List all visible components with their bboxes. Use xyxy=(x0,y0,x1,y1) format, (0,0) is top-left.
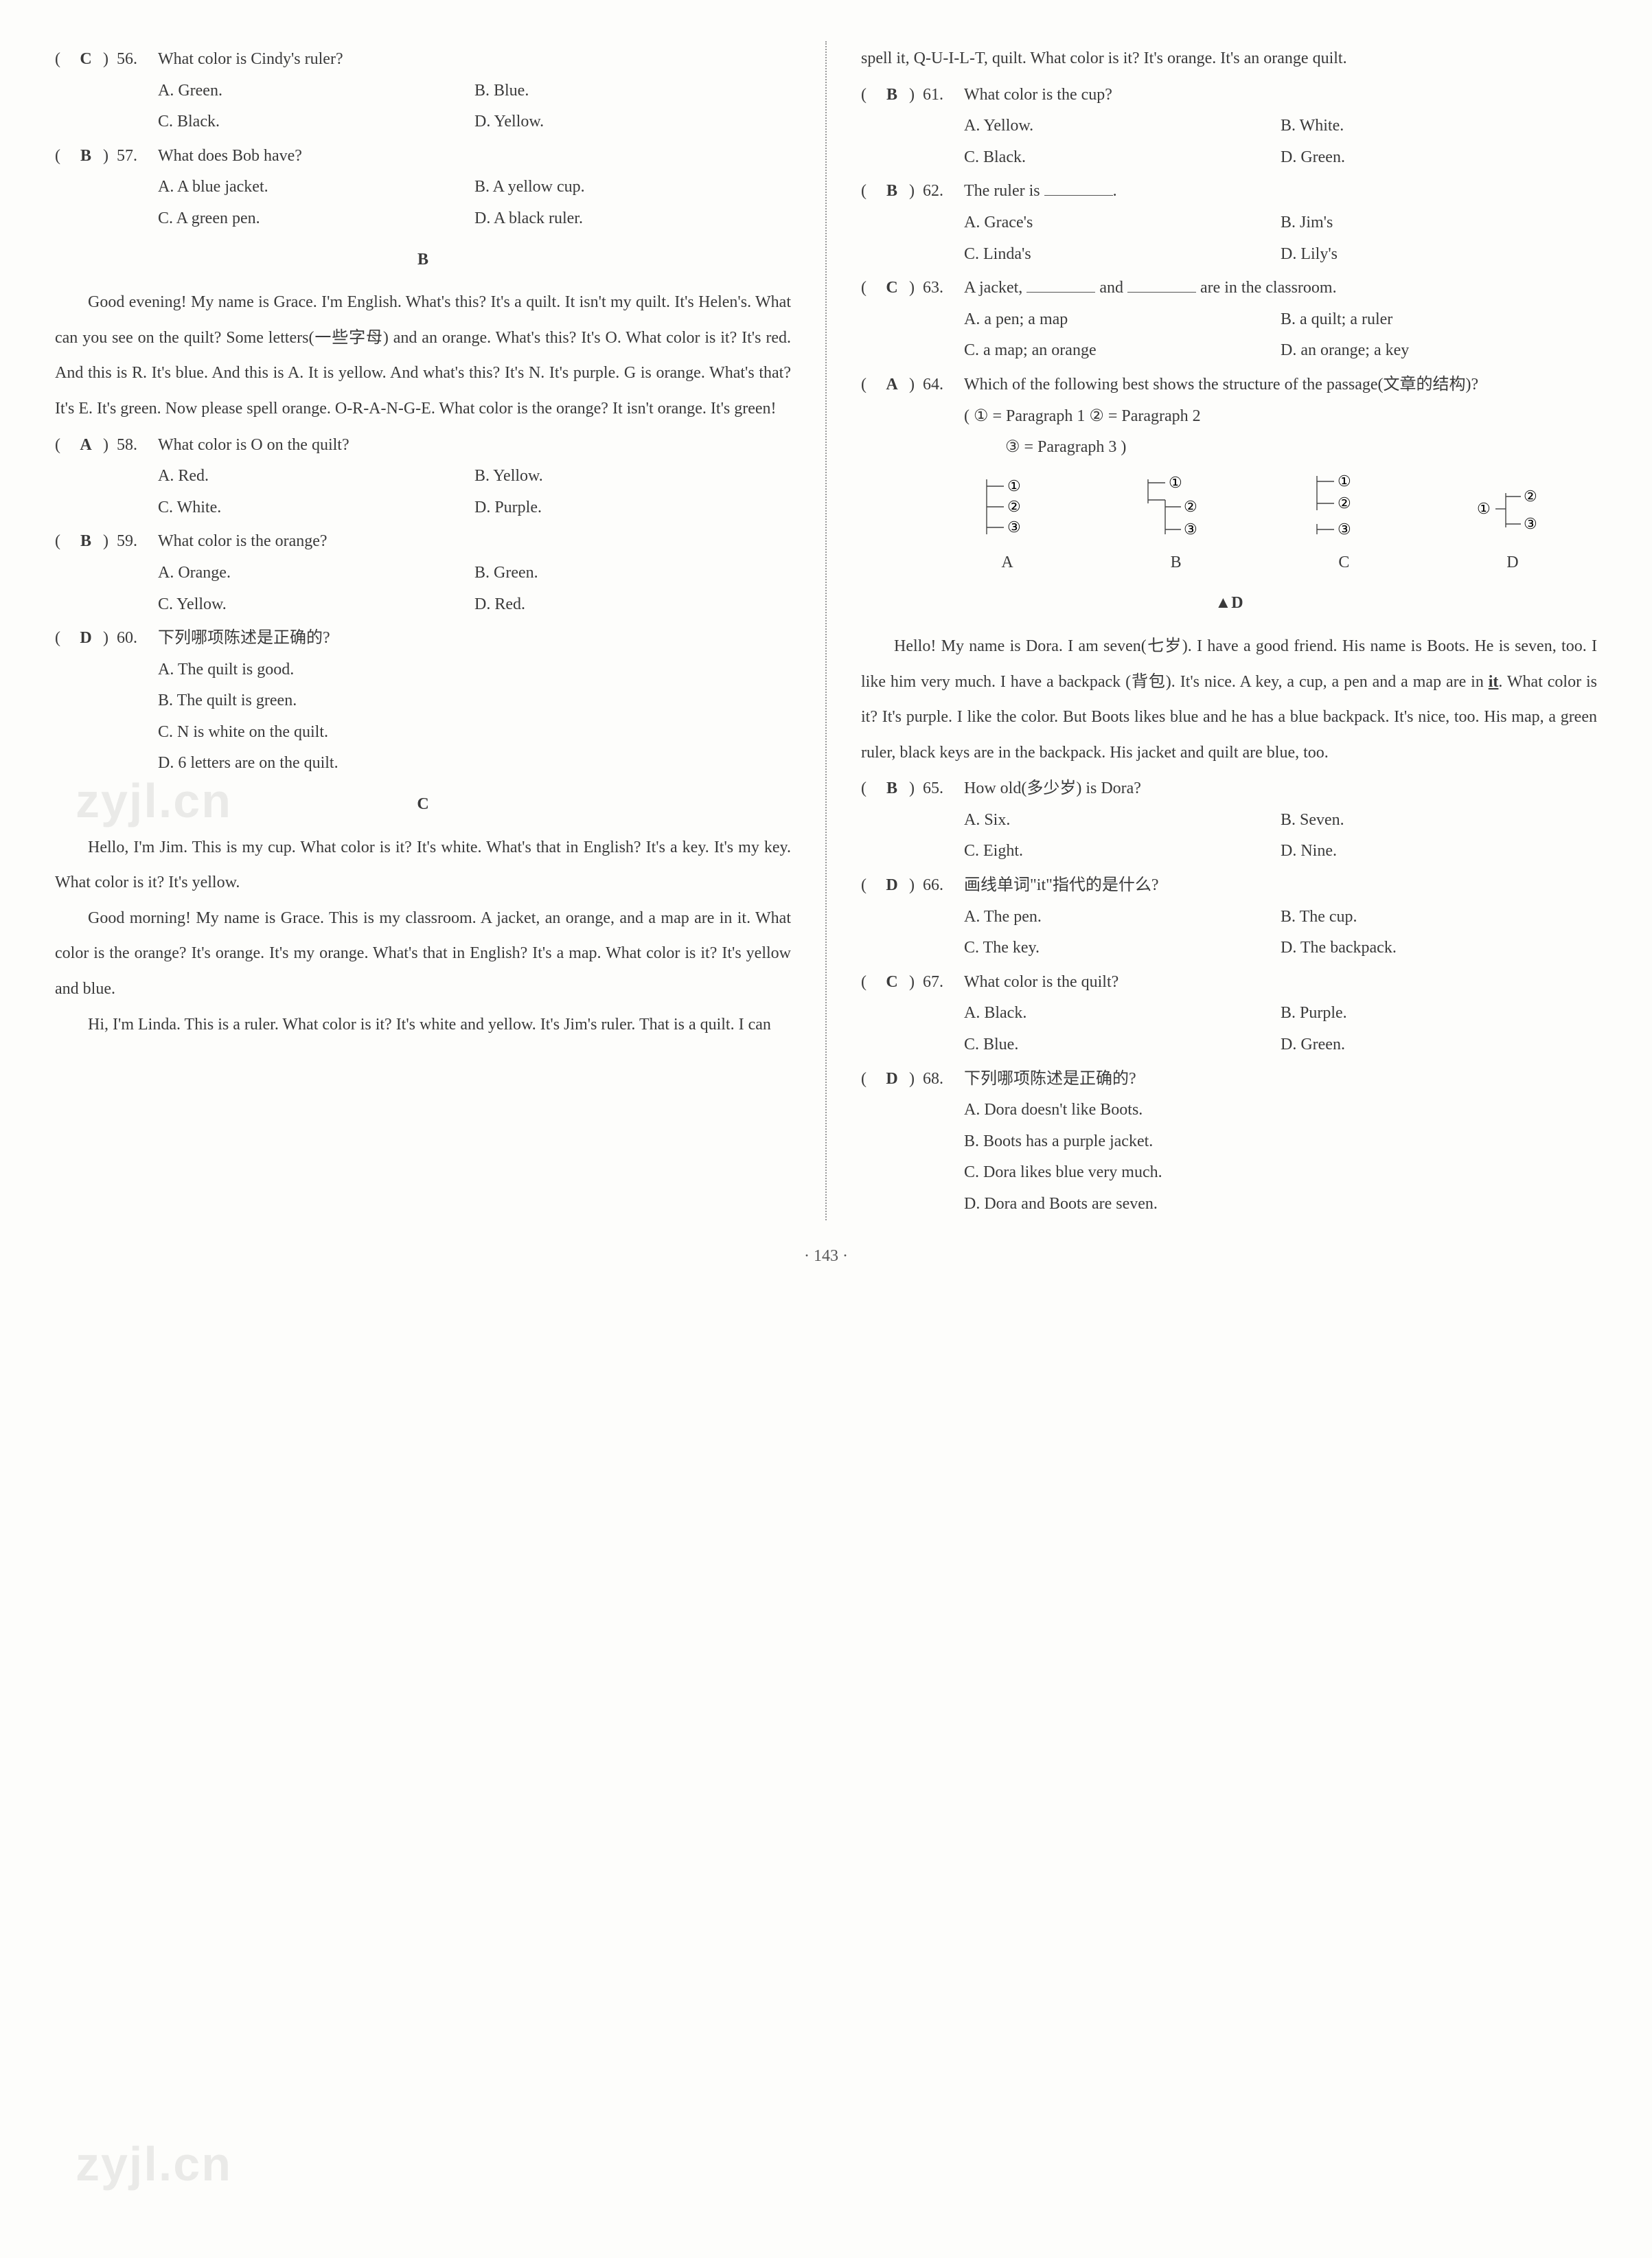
section-heading-b: B xyxy=(55,244,791,276)
option-b: B. Blue. xyxy=(474,76,791,107)
option-d: D. Yellow. xyxy=(474,106,791,138)
option-d: D. A black ruler. xyxy=(474,203,791,235)
answer: B xyxy=(69,141,103,172)
svg-text:①: ① xyxy=(1169,474,1182,491)
question-text: What color is Cindy's ruler? xyxy=(158,44,791,76)
watermark-icon: zyjl.cn xyxy=(76,2119,232,2210)
question-66: (D) 66. 画线单词"it"指代的是什么? xyxy=(861,870,1597,902)
passage-c-3: Hi, I'm Linda. This is a ruler. What col… xyxy=(55,1007,791,1043)
question-65: (B) 65. How old(多少岁) is Dora? xyxy=(861,773,1597,805)
svg-text:②: ② xyxy=(1184,498,1197,515)
section-heading-d: ▲D xyxy=(861,588,1597,619)
blank-fill xyxy=(1026,274,1095,293)
passage-c-continued: spell it, Q-U-I-L-T, quilt. What color i… xyxy=(861,41,1597,77)
structure-diagrams: ① ② ③ ① ② ③ xyxy=(923,469,1597,545)
svg-text:②: ② xyxy=(1524,488,1537,505)
svg-text:③: ③ xyxy=(1524,515,1537,532)
passage-b: Good evening! My name is Grace. I'm Engl… xyxy=(55,285,791,426)
page-container: ( C ) 56. What color is Cindy's ruler? A… xyxy=(55,41,1597,1220)
svg-text:①: ① xyxy=(1338,472,1351,490)
q64-hint: ( ① = Paragraph 1 ② = Paragraph 2 xyxy=(964,401,1597,433)
question-number: 57. xyxy=(117,141,158,172)
options-56: A. Green.B. Blue. C. Black.D. Yellow. xyxy=(158,76,791,138)
option-b: B. A yellow cup. xyxy=(474,172,791,203)
svg-text:③: ③ xyxy=(1338,521,1351,538)
page-number: · 143 · xyxy=(55,1241,1597,1273)
option-c: C. A green pen. xyxy=(158,203,474,235)
diagram-d: ① ② ③ xyxy=(1471,469,1547,545)
passage-c-2: Good morning! My name is Grace. This is … xyxy=(55,901,791,1007)
question-64: (A) 64. Which of the following best show… xyxy=(861,369,1597,401)
question-63: (C) 63. A jacket, and are in the classro… xyxy=(861,273,1597,304)
question-67: (C) 67. What color is the quilt? xyxy=(861,967,1597,999)
option-c: C. Black. xyxy=(158,106,474,138)
question-58: (A) 58. What color is O on the quilt? xyxy=(55,430,791,461)
question-57: ( B ) 57. What does Bob have? xyxy=(55,141,791,172)
question-59: (B) 59. What color is the orange? xyxy=(55,526,791,558)
left-column: ( C ) 56. What color is Cindy's ruler? A… xyxy=(55,41,791,1220)
answer: C xyxy=(69,44,103,76)
svg-text:②: ② xyxy=(1338,494,1351,512)
underlined-it: it xyxy=(1489,673,1499,691)
question-62: (B) 62. The ruler is . xyxy=(861,176,1597,207)
option-a: A. Green. xyxy=(158,76,474,107)
question-61: (B) 61. What color is the cup? xyxy=(861,80,1597,111)
column-divider xyxy=(825,41,827,1220)
option-a: A. A blue jacket. xyxy=(158,172,474,203)
question-number: 56. xyxy=(117,44,158,76)
question-60: (D) 60. 下列哪项陈述是正确的? xyxy=(55,623,791,654)
svg-text:①: ① xyxy=(1477,500,1491,517)
diagram-b: ① ② ③ xyxy=(1134,469,1203,545)
svg-text:③: ③ xyxy=(1007,518,1021,536)
right-column: spell it, Q-U-I-L-T, quilt. What color i… xyxy=(861,41,1597,1220)
paren-close: ) xyxy=(103,44,117,76)
question-text: What does Bob have? xyxy=(158,141,791,172)
blank-fill xyxy=(1044,177,1113,196)
paren-open: ( xyxy=(55,44,69,76)
passage-c-1: Hello, I'm Jim. This is my cup. What col… xyxy=(55,830,791,901)
question-68: (D) 68. 下列哪项陈述是正确的? xyxy=(861,1064,1597,1095)
passage-d: Hello! My name is Dora. I am seven(七岁). … xyxy=(861,629,1597,771)
blank-fill xyxy=(1127,274,1196,293)
svg-text:②: ② xyxy=(1007,498,1021,515)
diagram-c: ① ② ③ xyxy=(1303,469,1372,545)
diagram-a: ① ② ③ xyxy=(973,469,1035,545)
svg-text:③: ③ xyxy=(1184,521,1197,538)
question-56: ( C ) 56. What color is Cindy's ruler? xyxy=(55,44,791,76)
svg-text:①: ① xyxy=(1007,477,1021,494)
section-heading-c: C xyxy=(55,789,791,821)
structure-labels: A B C D xyxy=(923,547,1597,579)
q64-hint2: ③ = Paragraph 3 ) xyxy=(1005,432,1597,464)
